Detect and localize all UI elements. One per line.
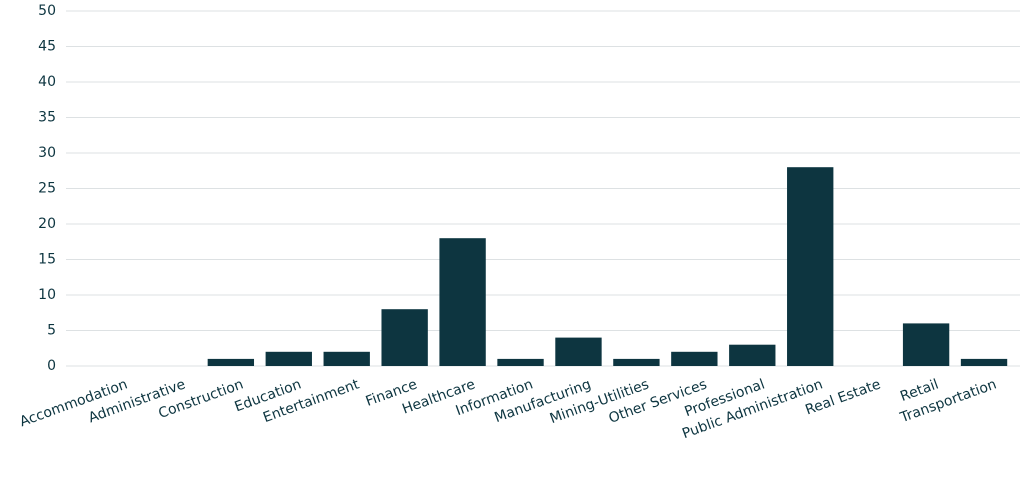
bar: [381, 309, 428, 366]
y-tick-label: 20: [38, 216, 56, 232]
y-tick-label: 0: [47, 358, 56, 374]
bar: [497, 358, 544, 366]
bar: [555, 337, 602, 366]
y-tick-label: 5: [47, 323, 56, 339]
bar: [323, 351, 370, 366]
y-tick-label: 40: [38, 74, 56, 90]
bar: [439, 238, 486, 366]
bar: [960, 358, 1008, 366]
bar: [207, 358, 255, 366]
y-tick-label: 35: [38, 110, 56, 126]
bar: [671, 351, 718, 366]
y-tick-label: 30: [38, 145, 56, 161]
y-tick-label: 45: [38, 39, 56, 55]
y-tick-label: 50: [38, 3, 56, 19]
y-tick-label: 25: [38, 181, 56, 197]
bar: [729, 344, 776, 366]
y-tick-label: 10: [38, 287, 56, 303]
y-tick-label: 15: [38, 252, 56, 268]
bar: [613, 358, 660, 366]
bar: [787, 167, 834, 366]
bar: [902, 323, 950, 366]
bar: [265, 351, 312, 366]
